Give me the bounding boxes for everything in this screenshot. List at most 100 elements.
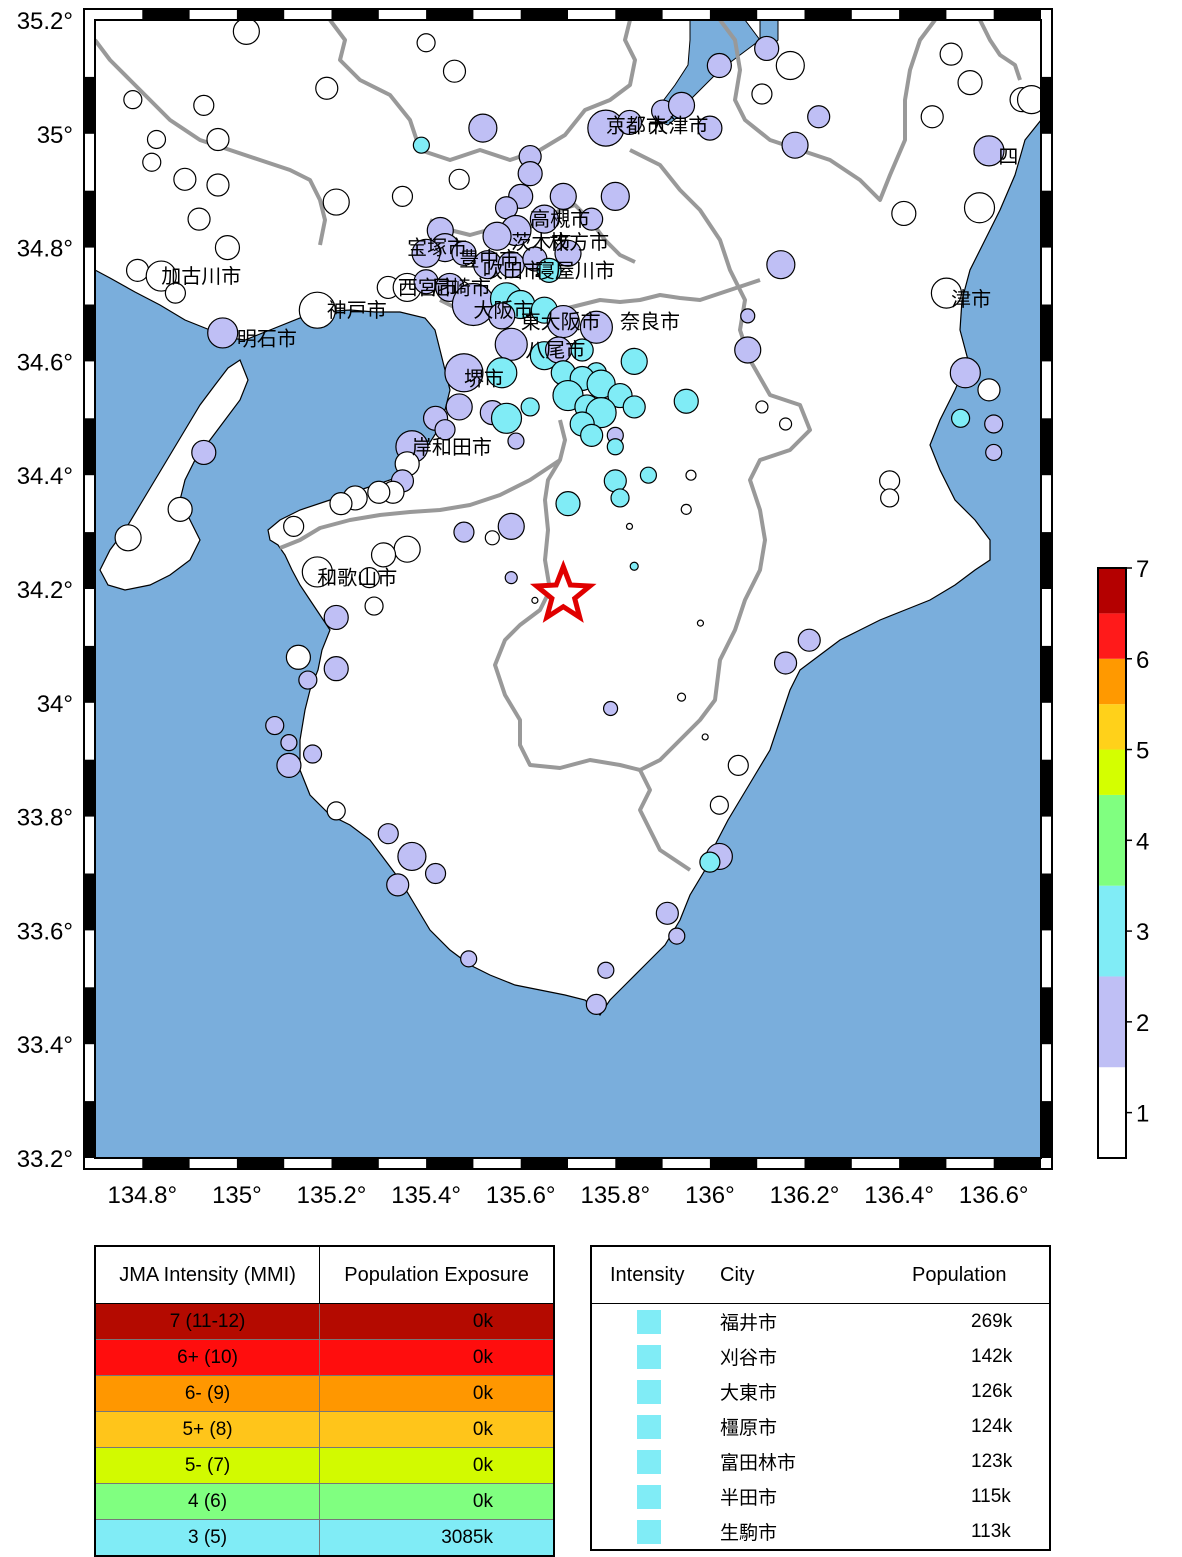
city-name: 生駒市: [720, 1523, 778, 1544]
station-markers: [114, 17, 1047, 1015]
exposure-population: 0k: [319, 1483, 554, 1520]
station-marker: [622, 395, 646, 419]
exposure-row: 5+ (8) 0k: [95, 1411, 554, 1448]
station-marker: [276, 752, 302, 778]
station-marker: [377, 823, 399, 845]
city-row: 福井市 269k: [591, 1304, 1050, 1340]
city-population: 115k: [971, 1485, 1011, 1507]
station-marker: [497, 512, 525, 541]
city-label: 尼崎市: [431, 275, 491, 299]
lon-tick-label: 134.8°: [107, 1182, 177, 1209]
station-marker: [639, 466, 658, 484]
city-label: 八尾市: [525, 338, 585, 362]
station-marker: [597, 961, 615, 979]
station-marker: [797, 628, 821, 652]
station-marker: [807, 105, 831, 129]
city-row: 富田林市 123k: [591, 1444, 1050, 1479]
station-marker: [322, 188, 350, 216]
city-intensity-swatch: [591, 1304, 719, 1340]
city-label: 岸和田市: [412, 435, 492, 459]
lon-tick-label: 135°: [212, 1182, 262, 1209]
exposure-intensity: 5+ (8): [95, 1411, 321, 1448]
station-marker: [579, 310, 613, 344]
station-marker: [364, 596, 384, 616]
station-marker: [391, 185, 414, 207]
station-marker: [367, 480, 391, 504]
station-marker: [930, 277, 963, 309]
station-marker: [549, 182, 577, 210]
station-marker: [114, 524, 142, 552]
station-marker: [668, 927, 686, 945]
station-marker: [298, 670, 318, 690]
city-label: 吹田市: [483, 258, 543, 282]
station-marker: [949, 357, 981, 389]
city-name: 福井市: [720, 1313, 778, 1334]
station-marker: [460, 950, 478, 968]
exposure-intensity: 5- (7): [95, 1447, 321, 1484]
city-name: 橿原市: [720, 1418, 778, 1439]
station-marker: [386, 873, 410, 897]
city-intensity-swatch: [591, 1374, 719, 1409]
station-marker: [603, 469, 627, 493]
colorbar-tick-label: 2: [1136, 1010, 1149, 1037]
station-marker: [775, 50, 805, 81]
station-marker: [977, 378, 1001, 402]
station-marker: [755, 400, 769, 414]
city-intensity-swatch: [591, 1479, 719, 1514]
city-label: 宝塚市: [407, 236, 467, 260]
exposure-row: 6- (9) 0k: [95, 1375, 554, 1412]
exposure-population: 0k: [319, 1303, 554, 1340]
lat-tick-label: 34.6°: [17, 349, 73, 376]
city-label: 東大阪市: [521, 310, 601, 334]
city-name: 大東市: [720, 1383, 778, 1404]
exposure-population: 0k: [319, 1339, 554, 1376]
station-marker: [667, 91, 696, 119]
station-marker: [453, 521, 475, 543]
station-marker: [358, 567, 380, 589]
station-marker: [655, 901, 679, 925]
intensity-colorbar: 1 2 3 4 5 6 7: [1097, 556, 1149, 1159]
station-marker: [773, 651, 798, 675]
lat-tick-label: 35°: [37, 122, 73, 149]
station-marker: [697, 115, 723, 141]
map-frame: [83, 8, 1053, 1170]
cities-header-population: Population: [911, 1246, 1050, 1304]
exposure-row: 7 (11-12) 0k: [95, 1303, 554, 1340]
station-marker: [232, 17, 260, 45]
station-marker: [766, 250, 796, 280]
station-marker: [444, 353, 484, 393]
colorbar-segment: [1098, 885, 1126, 977]
station-marker: [206, 127, 230, 152]
city-population: 124k: [971, 1415, 1013, 1437]
station-marker: [950, 408, 971, 428]
city-population: 142k: [971, 1345, 1013, 1367]
city-population-table: Intensity City Population 福井市 269k 刈谷市 142k…: [590, 1245, 1051, 1551]
colorbar-tick-label: 7: [1136, 556, 1149, 583]
lat-tick-label: 33.8°: [17, 805, 73, 832]
station-marker: [145, 260, 177, 292]
station-marker: [957, 69, 983, 96]
station-marker: [585, 993, 607, 1015]
lon-tick-label: 136.4°: [864, 1182, 934, 1209]
station-marker: [486, 357, 518, 389]
exposure-intensity: 7 (11-12): [95, 1303, 321, 1340]
city-label: 加古川市: [161, 264, 241, 288]
station-marker: [517, 161, 543, 187]
city-population: 126k: [971, 1380, 1013, 1402]
station-marker: [520, 397, 540, 417]
land-honshu: [95, 20, 1041, 1016]
station-marker: [570, 338, 594, 362]
station-marker: [329, 492, 353, 516]
city-label: 京都市: [606, 113, 666, 137]
intensity-swatch-icon: [637, 1344, 661, 1369]
station-marker: [326, 801, 346, 821]
station-marker: [699, 851, 721, 873]
lon-tick-label: 136.6°: [959, 1182, 1029, 1209]
lat-tick-label: 34.8°: [17, 236, 73, 263]
exposure-intensity: 6+ (10): [95, 1339, 321, 1376]
intensity-map: 京都市 大津市 高槻市 枚方市 茨木市 宝塚市 豊中市 吹田市 寝屋川市 加古川市 西宮市 尼崎市 神戸…: [17, 8, 1149, 1209]
city-label: 寝屋川市: [535, 258, 615, 282]
station-marker: [411, 238, 441, 268]
